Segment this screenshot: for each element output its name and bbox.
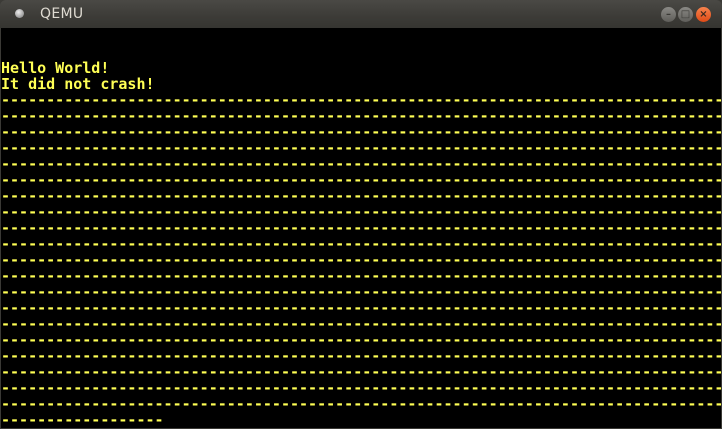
console-line: ----------------------------------------… — [1, 251, 721, 269]
console-line — [1, 44, 721, 60]
console-line: ----------------------------------------… — [1, 139, 721, 157]
console-line: ----------------------------------------… — [1, 363, 721, 381]
minimize-icon: – — [666, 9, 671, 20]
console-line: ----------------------------------------… — [1, 379, 721, 397]
console-line: ------------------ — [1, 411, 164, 428]
minimize-button[interactable]: – — [661, 7, 676, 22]
console-line: ----------------------------------------… — [1, 107, 721, 125]
console-line: ----------------------------------------… — [1, 235, 721, 253]
console-line: ----------------------------------------… — [1, 203, 721, 221]
console-line: ----------------------------------------… — [1, 347, 721, 365]
console-line: ----------------------------------------… — [1, 123, 721, 141]
close-button[interactable]: × — [696, 7, 711, 22]
close-icon: × — [699, 9, 708, 20]
console-line: ----------------------------------------… — [1, 219, 721, 237]
console-line: ----------------------------------------… — [1, 315, 721, 333]
console-line: ----------------------------------------… — [1, 299, 721, 317]
console-line: ----------------------------------------… — [1, 171, 721, 189]
console-line: ----------------------------------------… — [1, 283, 721, 301]
maximize-button[interactable]: □ — [678, 7, 693, 22]
console-line: Hello World! — [1, 59, 110, 77]
console-line: ----------------------------------------… — [1, 91, 721, 109]
window-title: QEMU — [40, 6, 84, 22]
console-line: ----------------------------------------… — [1, 267, 721, 285]
console-line: ----------------------------------------… — [1, 331, 721, 349]
console-line: It did not crash! — [1, 75, 155, 93]
console-line: ----------------------------------------… — [1, 155, 721, 173]
title-bar[interactable]: QEMU – □ × — [0, 0, 722, 28]
vga-text-screen[interactable]: Hello World! It did not crash! -----------… — [1, 28, 721, 428]
console-line: ----------------------------------------… — [1, 187, 721, 205]
console-line — [1, 28, 721, 44]
maximize-icon: □ — [680, 9, 691, 20]
console-line: ----------------------------------------… — [1, 395, 721, 413]
qemu-app-icon — [15, 9, 24, 18]
